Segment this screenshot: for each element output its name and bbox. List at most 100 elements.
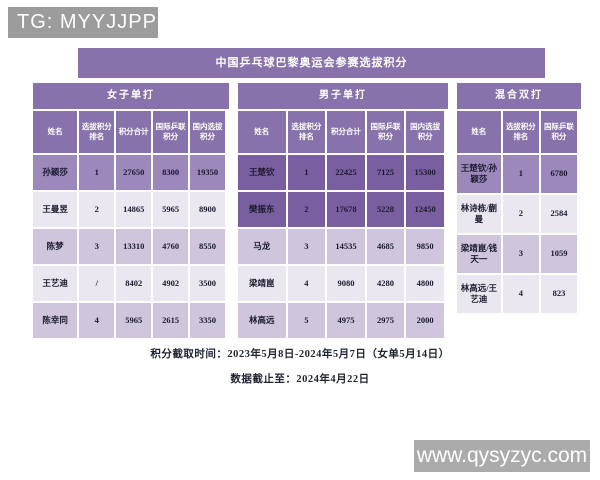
table-cell: 4902	[153, 266, 189, 301]
table-cell: 3	[79, 229, 115, 264]
table-cell: 王曼昱	[33, 192, 78, 227]
table-cell: 3350	[190, 303, 225, 338]
table-row: 陈梦 3 13310 4760 8550	[33, 229, 225, 264]
table-row: 马龙 3 14535 4685 9850	[238, 229, 444, 264]
table-row: 王楚钦/孙颖莎 1 6780	[457, 155, 577, 193]
column-header: 姓名	[33, 111, 78, 153]
column-header: 选拔积分排名	[79, 111, 115, 153]
table-cell: 9850	[406, 229, 444, 264]
table-row: 林高远/王艺迪 4 823	[457, 275, 577, 313]
table-cell: 4800	[406, 266, 444, 301]
table-cell: 陈幸同	[33, 303, 78, 338]
table-cell: 22425	[327, 155, 365, 190]
table-cell: 1059	[540, 235, 577, 273]
table-cell: 王楚钦	[238, 155, 286, 190]
table-cell: 2	[79, 192, 115, 227]
table-cell: 2615	[153, 303, 189, 338]
table-cell: 4760	[153, 229, 189, 264]
table-cell: 王楚钦/孙颖莎	[457, 155, 501, 193]
women-singles-table: 女子单打 姓名 选拔积分排名 积分合计 国际乒联积分 国内选拔积分 孙颖莎 1 27650 8…	[33, 83, 229, 338]
table-cell: 5	[287, 303, 326, 338]
table-title: 男子单打	[238, 83, 448, 109]
table-cell: 12450	[406, 192, 444, 227]
table-cell: 14535	[327, 229, 365, 264]
table-cell: 5965	[153, 192, 189, 227]
table-cell: 7125	[366, 155, 405, 190]
table-row: 林诗栋/蒯曼 2 2584	[457, 195, 577, 233]
tables-container: 女子单打 姓名 选拔积分排名 积分合计 国际乒联积分 国内选拔积分 孙颖莎 1 27650 8…	[33, 83, 581, 338]
header-row: 姓名 选拔积分排名 积分合计 国际乒联积分 国内选拔积分	[33, 111, 225, 153]
table-row: 王曼昱 2 14865 5965 8900	[33, 192, 225, 227]
column-header: 姓名	[238, 111, 286, 153]
table-cell: 19350	[190, 155, 225, 190]
table-cell: 17678	[327, 192, 365, 227]
table-row: 孙颖莎 1 27650 8300 19350	[33, 155, 225, 190]
table-cell: 8550	[190, 229, 225, 264]
table-cell: 5965	[116, 303, 152, 338]
table-cell: 4975	[327, 303, 365, 338]
column-header: 国际乒联积分	[540, 111, 577, 153]
table-title: 女子单打	[33, 83, 229, 109]
table-cell: 2	[502, 195, 539, 233]
points-period-note: 积分截取时间：2023年5月8日-2024年5月7日（女单5月14日）	[150, 349, 450, 360]
mixed-doubles-table: 混合双打 姓名 选拔积分排名 国际乒联积分 王楚钦/孙颖莎 1 6780 林诗栋/蒯曼 2 2…	[457, 83, 581, 338]
table-cell: 马龙	[238, 229, 286, 264]
table-cell: 樊振东	[238, 192, 286, 227]
table-cell: 2000	[406, 303, 444, 338]
table-row: 王楚钦 1 22425 7125 15300	[238, 155, 444, 190]
table-cell: 6780	[540, 155, 577, 193]
table-cell: 林高远/王艺迪	[457, 275, 501, 313]
column-header: 国内选拔积分	[406, 111, 444, 153]
table-cell: 1	[287, 155, 326, 190]
table-cell: 14865	[116, 192, 152, 227]
table-cell: 5228	[366, 192, 405, 227]
table-cell: /	[79, 266, 115, 301]
column-header: 国际乒联积分	[366, 111, 405, 153]
table-cell: 王艺迪	[33, 266, 78, 301]
table-cell: 4685	[366, 229, 405, 264]
site-watermark: www.qysyzyc.com	[414, 440, 590, 472]
table-row: 王艺迪/8402 4902 3500	[33, 266, 225, 301]
table-cell: 2975	[366, 303, 405, 338]
table-cell: 孙颖莎	[33, 155, 78, 190]
column-header: 选拔积分排名	[502, 111, 539, 153]
header-row: 姓名 选拔积分排名 国际乒联积分	[457, 111, 577, 153]
table-cell: 4	[79, 303, 115, 338]
table-cell: 8300	[153, 155, 189, 190]
table-row: 梁靖崑/钱天一 3 1059	[457, 235, 577, 273]
table-cell: 4	[502, 275, 539, 313]
table-cell: 9080	[327, 266, 365, 301]
header-row: 姓名 选拔积分排名 积分合计 国际乒联积分 国内选拔积分	[238, 111, 444, 153]
page-title: 中国乒乓球巴黎奥运会参赛选拔积分	[78, 48, 545, 78]
table-row: 陈幸同 4 5965 2615 3350	[33, 303, 225, 338]
table-cell: 8402	[116, 266, 152, 301]
column-header: 积分合计	[327, 111, 365, 153]
table-cell: 陈梦	[33, 229, 78, 264]
data-cutoff-note: 数据截止至：2024年4月22日	[230, 374, 370, 385]
table-cell: 2	[287, 192, 326, 227]
column-header: 选拔积分排名	[287, 111, 326, 153]
table-cell: 15300	[406, 155, 444, 190]
column-header: 积分合计	[116, 111, 152, 153]
table-cell: 林诗栋/蒯曼	[457, 195, 501, 233]
table-cell: 梁靖崑/钱天一	[457, 235, 501, 273]
table-cell: 4	[287, 266, 326, 301]
tg-channel-badge: TG: MYYJJPP	[8, 7, 158, 38]
table-cell: 1	[79, 155, 115, 190]
column-header: 姓名	[457, 111, 501, 153]
column-header: 国际乒联积分	[153, 111, 189, 153]
table-cell: 3500	[190, 266, 225, 301]
table-cell: 27650	[116, 155, 152, 190]
table-cell: 13310	[116, 229, 152, 264]
men-singles-table: 男子单打 姓名 选拔积分排名 积分合计 国际乒联积分 国内选拔积分 王楚钦 1 22425 7…	[238, 83, 448, 338]
table-title: 混合双打	[457, 83, 581, 109]
table-cell: 823	[540, 275, 577, 313]
table-cell: 8900	[190, 192, 225, 227]
table-cell: 3	[287, 229, 326, 264]
column-header: 国内选拔积分	[190, 111, 225, 153]
table-row: 樊振东 2 17678 5228 12450	[238, 192, 444, 227]
table-row: 林高远 5 4975 2975 2000	[238, 303, 444, 338]
table-cell: 梁靖崑	[238, 266, 286, 301]
table-cell: 4280	[366, 266, 405, 301]
table-row: 梁靖崑 4 9080 4280 4800	[238, 266, 444, 301]
